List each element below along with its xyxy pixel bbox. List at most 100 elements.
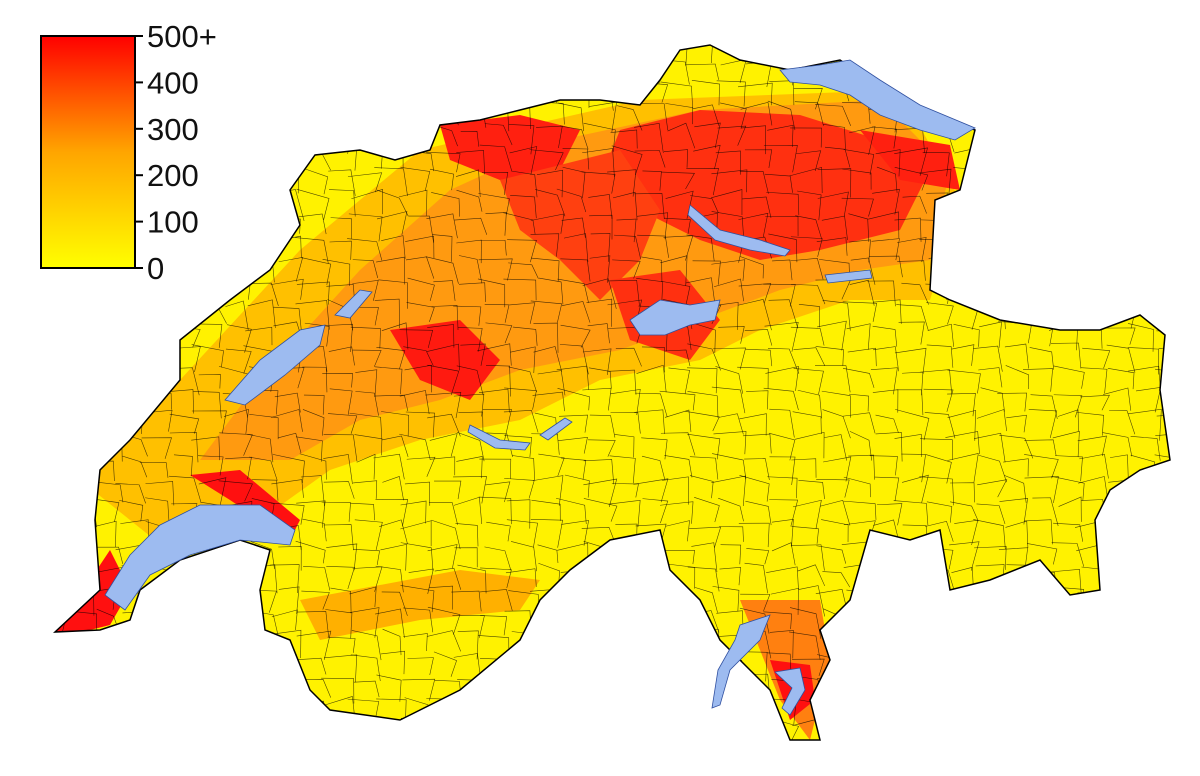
municipality-border — [95, 305, 119, 331]
municipality-border — [348, 213, 383, 242]
municipality-border — [1081, 256, 1110, 284]
municipality-border — [505, 568, 537, 587]
municipality-border — [637, 742, 665, 762]
municipality-border — [273, 45, 303, 64]
municipality-border — [1049, 191, 1081, 216]
municipality-border — [1101, 742, 1134, 762]
municipality-border — [925, 520, 954, 542]
municipality-border — [971, 101, 1007, 125]
municipality-border — [274, 58, 302, 80]
municipality-border — [1101, 566, 1137, 591]
municipality-border — [116, 655, 144, 679]
municipality-border — [269, 123, 306, 148]
municipality-border — [376, 256, 406, 285]
municipality-border — [426, 213, 458, 239]
municipality-border — [798, 303, 821, 328]
municipality-border — [429, 456, 456, 476]
municipality-border — [55, 519, 63, 546]
municipality-border — [711, 169, 748, 193]
municipality-border — [460, 343, 486, 366]
municipality-border — [666, 45, 689, 66]
municipality-border — [847, 677, 878, 699]
municipality-border — [271, 609, 298, 631]
municipality-border — [1026, 45, 1054, 63]
municipality-border — [582, 278, 617, 309]
municipality-border — [457, 630, 479, 660]
municipality-border — [691, 542, 718, 573]
municipality-border — [400, 585, 435, 613]
municipality-border — [199, 673, 225, 705]
municipality-border — [374, 78, 407, 108]
municipality-border — [561, 720, 588, 740]
municipality-border — [894, 347, 927, 375]
municipality-border — [793, 88, 823, 110]
municipality-border — [1003, 741, 1031, 761]
municipality-border — [581, 702, 613, 727]
municipality-border — [587, 652, 614, 676]
municipality-border — [1030, 394, 1058, 419]
municipality-border — [817, 697, 850, 721]
municipality-border — [642, 498, 669, 524]
municipality-border — [299, 720, 330, 740]
municipality-border — [167, 609, 195, 639]
municipality-border — [114, 283, 144, 306]
municipality-border — [665, 520, 690, 542]
municipality-border — [433, 651, 457, 677]
municipality-border — [872, 299, 902, 324]
municipality-border — [998, 547, 1029, 571]
municipality-border — [849, 431, 872, 461]
municipality-border — [664, 409, 692, 432]
municipality-border — [951, 234, 977, 263]
municipality-border — [535, 189, 566, 217]
legend-tick-label: 100 — [147, 205, 199, 240]
municipality-border — [1133, 84, 1162, 108]
municipality-border — [458, 255, 483, 284]
municipality-border — [1082, 723, 1102, 740]
municipality-border — [746, 548, 770, 565]
municipality-border — [583, 478, 618, 508]
municipality-border — [1082, 211, 1107, 235]
municipality-border — [399, 433, 431, 460]
municipality-border — [789, 607, 822, 639]
municipality-border — [668, 367, 690, 394]
municipality-border — [193, 718, 226, 740]
municipality-border — [376, 347, 406, 370]
municipality-border — [246, 144, 276, 170]
municipality-border — [922, 152, 950, 177]
municipality-border — [1080, 743, 1106, 761]
municipality-border — [89, 408, 121, 438]
region-valais-mid — [300, 570, 540, 640]
municipality-border — [614, 744, 638, 770]
municipality-border — [659, 718, 694, 740]
municipality-border — [739, 475, 770, 502]
municipality-border — [873, 346, 899, 372]
municipality-border — [1024, 102, 1058, 124]
municipality-border — [1000, 655, 1028, 682]
municipality-border — [538, 453, 565, 477]
municipality-border — [687, 566, 720, 592]
municipality-border — [634, 103, 669, 131]
municipality-border — [824, 146, 851, 168]
municipality-border — [975, 85, 1003, 111]
municipality-border — [766, 566, 799, 590]
municipality-border — [375, 565, 404, 593]
municipality-border — [896, 304, 929, 331]
municipality-border — [1030, 235, 1052, 265]
municipality-border — [199, 198, 226, 217]
region-stgallen-dense — [860, 130, 960, 190]
municipality-border — [1053, 102, 1083, 133]
municipality-border — [737, 366, 769, 389]
municipality-border — [612, 259, 641, 279]
municipality-border — [791, 526, 819, 544]
municipality-border — [902, 675, 928, 701]
municipality-border — [167, 299, 198, 325]
municipality-border — [90, 349, 114, 370]
municipality-border — [1135, 675, 1161, 702]
municipality-border — [1029, 195, 1055, 221]
municipality-border — [768, 233, 798, 263]
municipality-border — [506, 239, 537, 263]
municipality-border — [304, 45, 326, 66]
municipality-border — [297, 657, 327, 675]
municipality-border — [296, 630, 332, 660]
municipality-border — [923, 659, 947, 679]
